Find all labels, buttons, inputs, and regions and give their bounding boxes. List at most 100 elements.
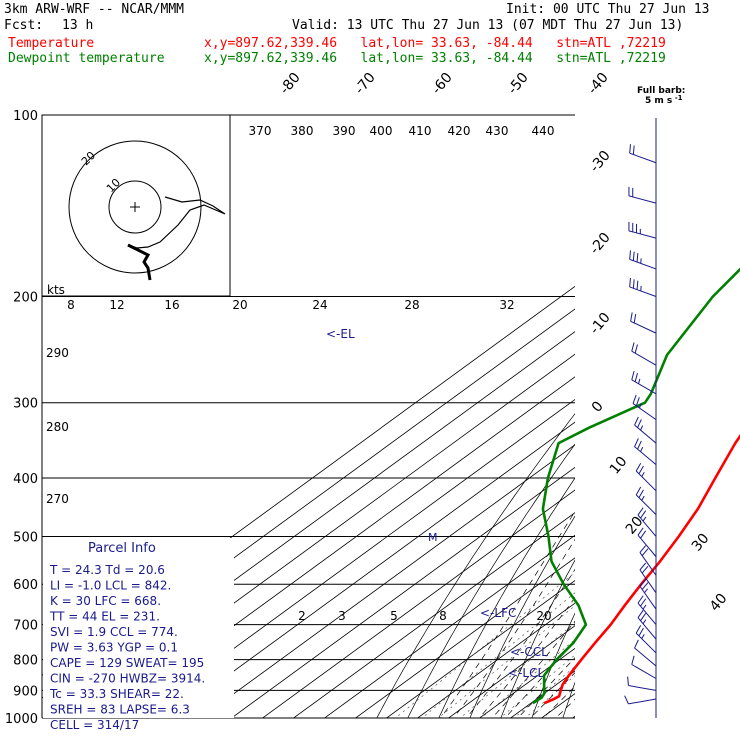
hodograph-frame [41,114,231,297]
mixing-ratio-label: 2 [298,609,306,623]
wind-barb-staff [634,424,657,444]
wind-barb-flag [629,250,631,260]
wind-barb-staff [629,286,657,297]
mixing-ratio-label: 8 [67,298,75,312]
pressure-tick-label: 700 [13,619,38,634]
parcel-info-row: TT = 44 EL = 231. [49,610,160,624]
model-title: 3km ARW-WRF -- NCAR/MMM [4,2,185,17]
mixing-ratio-label: 16 [164,298,179,312]
moist-adiabat [453,538,575,718]
wind-barb-staff [635,494,657,515]
mixing-ratio-label: 20 [232,298,247,312]
wind-barb-staff [628,698,657,705]
mixing-ratio-label: 3 [338,609,346,623]
dry-adiabat [562,681,575,718]
dry-adiabat [685,115,740,731]
parcel-info-row: Tc = 33.3 SHEAR= 22. [49,687,184,701]
pressure-tick-label: 500 [13,530,38,545]
hodograph-ring [108,180,162,234]
parcel-info-row: LI = -1.0 LCL = 842. [50,579,171,593]
wind-barb-flag [637,595,644,604]
wind-barb-flag [624,695,629,705]
pressure-tick-label: 600 [13,578,38,593]
wind-barb-half-flag [638,378,641,384]
isotherm-line [354,557,575,718]
wind-barb-flag [638,489,644,498]
wind-barb-flag [634,639,639,649]
moist-adiabat [440,510,575,718]
theta-label: 390 [333,124,356,138]
theta-label: 380 [291,124,314,138]
pressure-tick-label: 100 [13,109,38,124]
isotherm-line [447,625,575,718]
isotherm-line [571,715,575,718]
wind-barb-flag [634,372,638,382]
pressure-tick-label: 300 [13,397,38,412]
parcel-info-row: CELL = 314/17 [50,718,139,732]
parcel-info-row: T = 24.3 Td = 20.6 [49,563,165,577]
mixing-ratio-line [499,654,575,718]
wind-barb-flag [627,676,629,686]
theta-label: 430 [486,124,509,138]
mixing-ratio-label: 20 [536,609,551,623]
isotherm-label: -80 [277,70,304,98]
wind-barb-flag [637,440,642,450]
wind-barb-half-flag [642,619,647,624]
pressure-tick-label: 400 [13,472,38,487]
wind-barb-flag [640,530,647,539]
wind-barb-half-flag [641,634,645,639]
dry-adiabat [500,559,575,718]
isotherm-label: 10 [607,454,631,478]
lfc-marker: <-LFC [480,606,516,620]
forecast-label: Fcst: [4,18,44,33]
wind-barb-flag [635,397,640,406]
pressure-tick-label: 1000 [5,712,38,727]
hodograph-ring [68,140,202,274]
wind-barb-staff [639,569,657,594]
mixing-ratio-label: 32 [499,298,514,312]
dry-adiabat [531,612,575,718]
pressure-tick-label: 800 [13,654,38,669]
wind-barb-staff [628,230,657,239]
theta-left-label: 290 [46,346,69,360]
init-time: Init: 00 UTC Thu 27 Jun 13 [506,2,710,17]
wind-barb-flag [637,527,644,536]
wind-barb-staff [628,195,657,204]
wind-barb-flag [632,279,635,289]
isotherm-label: 30 [689,531,713,555]
wind-barb-flag [635,462,642,472]
theta-left-label: 280 [46,420,69,434]
wind-barb-flag [638,465,644,475]
pressure-tick-label: 900 [13,684,38,699]
theta-left-label: 270 [46,492,69,506]
wind-barb-flag [637,507,644,516]
mixing-ratio-label: 5 [390,609,398,623]
mixing-ratio-line [459,622,575,718]
wind-barb-flag [639,579,647,587]
wind-barb-flag [635,486,642,496]
wind-barb-half-flag [640,446,644,452]
legend-dewpoint-location: x,y=897.62,339.46 lat,lon= 33.63, -84.44… [204,51,666,66]
isotherm-line [416,602,575,718]
mixing-ratio-label: 28 [404,298,419,312]
wind-barb-flag [631,342,635,352]
wind-barb-staff [637,617,657,640]
wind-barb-staff [631,350,657,366]
dry-adiabat [590,115,740,731]
theta-label: 370 [249,124,272,138]
wind-barb-staff [639,552,657,576]
parcel-info-box [43,538,234,718]
wind-barb-half-flag [644,588,649,593]
temperature-profile [543,433,740,705]
isotherm-label: -40 [585,70,612,98]
dry-adiabat [469,515,575,718]
wind-barb-flag [636,253,639,263]
pressure-tick-label: 200 [13,291,38,306]
legend-temperature-location: x,y=897.62,339.46 lat,lon= 33.63, -84.44… [204,36,666,51]
wind-barb-staff [635,470,657,492]
wind-barb-flag [641,548,649,556]
isotherm-label: -50 [505,70,532,98]
isotherm-label: -20 [587,230,614,258]
wind-barb-half-flag [642,516,647,522]
